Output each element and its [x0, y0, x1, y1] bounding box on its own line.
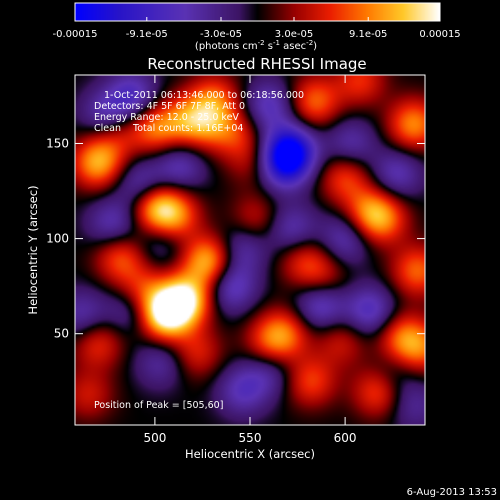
colorbar-frame — [74, 2, 441, 22]
colorbar-gradient — [75, 3, 440, 21]
annotation-time-range: 1-Oct-2011 06:13:46.000 to 06:18:56.000 — [104, 90, 304, 101]
colorbar-tick-label: 0.00015 — [419, 29, 460, 40]
annotation-energy-range: Energy Range: 12.0 - 25.0 keV — [94, 112, 239, 123]
colorbar-tick-label: 3.0e-05 — [275, 29, 313, 40]
x-axis-label: Heliocentric X (arcsec) — [185, 447, 315, 461]
y-tick-label: 100 — [46, 232, 69, 246]
axis-ticks: 500 550 600 50 100 150 — [46, 75, 425, 445]
colorbar: -0.00015 -9.1e-05 -3.0e-05 3.0e-05 9.1e-05 0.… — [53, 2, 461, 52]
x-tick-label: 550 — [239, 431, 262, 445]
y-tick-label: 50 — [54, 327, 69, 341]
chart-title: Reconstructed RHESSI Image — [147, 55, 366, 73]
x-tick-label: 500 — [143, 431, 166, 445]
y-axis-label: Heliocentric Y (arcsec) — [26, 185, 40, 314]
footer-date: 6-Aug-2013 13:53 — [407, 487, 497, 498]
peak-position-label: Position of Peak = [505,60] — [94, 400, 223, 411]
colorbar-tick-label: -9.1e-05 — [126, 29, 168, 40]
colorbar-tick-label: -0.00015 — [53, 29, 98, 40]
x-tick-label: 600 — [334, 431, 357, 445]
y-tick-label: 150 — [46, 136, 69, 150]
annotation-clean-counts: Clean Total counts: 1.16E+04 — [94, 123, 243, 134]
colorbar-label: (photons cm-2 s-1 asec-2) — [195, 39, 317, 52]
colorbar-tick-label: -3.0e-05 — [200, 29, 242, 40]
colorbar-tick-label: 9.1e-05 — [349, 29, 387, 40]
heatmap-image — [75, 75, 425, 425]
colorbar-ticks: -0.00015 -9.1e-05 -3.0e-05 3.0e-05 9.1e-05 0.… — [53, 17, 461, 40]
annotation-detectors: Detectors: 4F 5F 6F 7F 8F, Att 0 — [94, 101, 245, 112]
